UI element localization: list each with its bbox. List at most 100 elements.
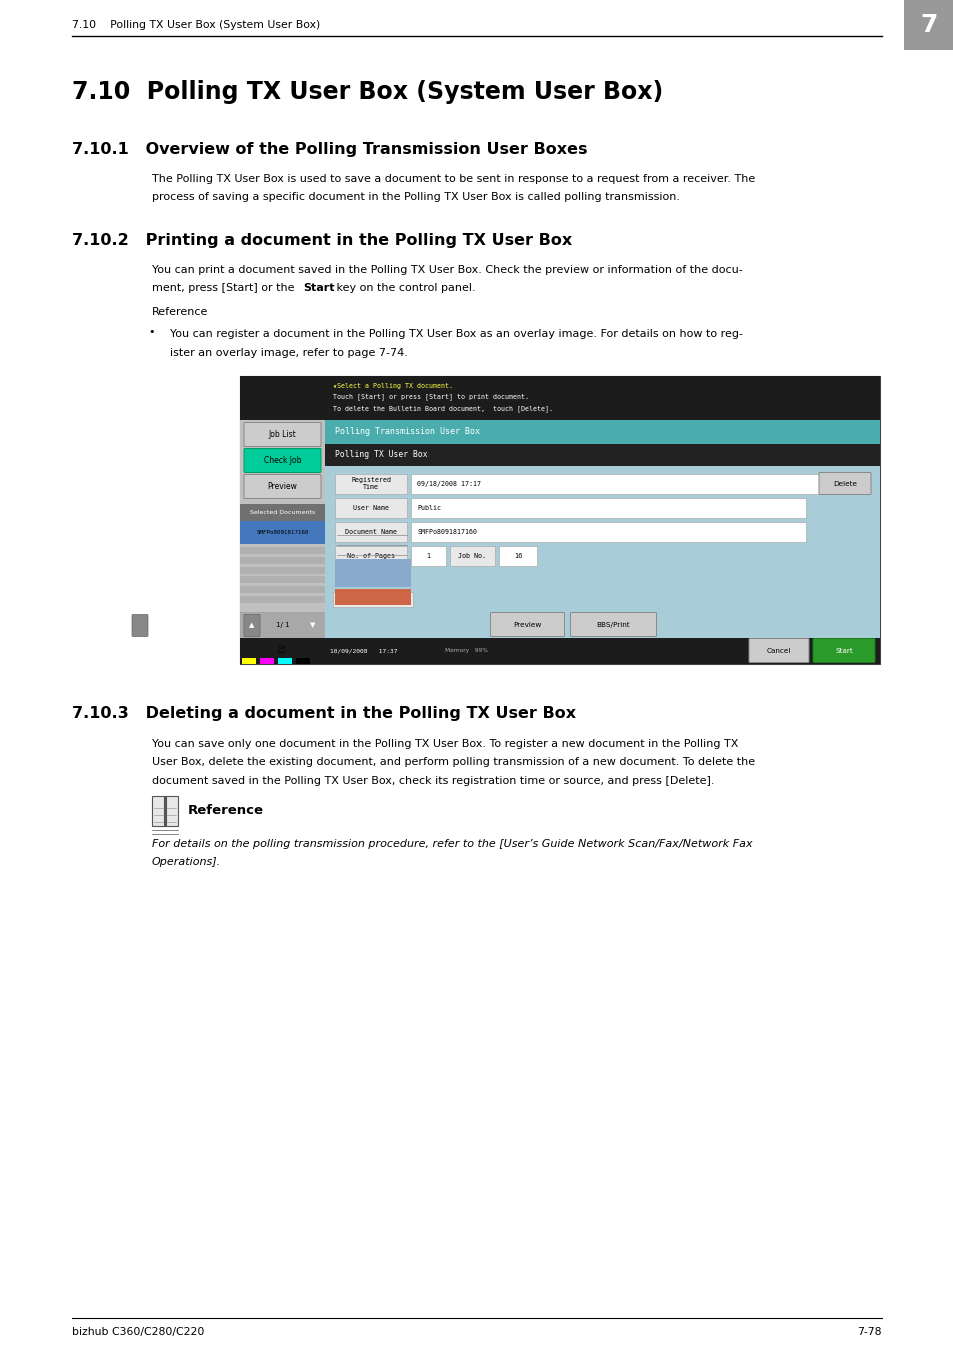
Bar	[240, 375, 879, 663]
Text: To delete the Bulletin Board document,  touch [Delete].: To delete the Bulletin Board document, t…	[333, 405, 553, 412]
Text: Registered
Time: Registered Time	[351, 478, 391, 490]
Text: Job List: Job List	[269, 431, 296, 439]
FancyBboxPatch shape	[244, 423, 320, 447]
Text: The Polling TX User Box is used to save a document to be sent in response to a r: The Polling TX User Box is used to save …	[152, 174, 755, 184]
FancyBboxPatch shape	[570, 613, 656, 636]
Bar	[335, 521, 407, 541]
FancyBboxPatch shape	[244, 474, 320, 498]
Text: 7-78: 7-78	[857, 1327, 882, 1336]
Text: 7: 7	[920, 14, 937, 36]
Text: Reference: Reference	[188, 805, 264, 817]
Bar	[333, 591, 413, 606]
Bar	[240, 375, 325, 663]
Text: Delete: Delete	[832, 481, 856, 486]
Bar	[240, 521, 325, 544]
Text: You can print a document saved in the Polling TX User Box. Check the preview or : You can print a document saved in the Po…	[152, 265, 742, 274]
Text: 16: 16	[514, 552, 521, 559]
Text: ★Select a Polling TX document.: ★Select a Polling TX document.	[333, 382, 453, 389]
Text: De-
tail: De- tail	[277, 644, 288, 655]
Text: Preview: Preview	[267, 482, 297, 491]
Text: Polling Transmission User Box: Polling Transmission User Box	[335, 427, 479, 436]
Bar	[450, 545, 495, 566]
Text: Touch [Start] or press [Start] to print document.: Touch [Start] or press [Start] to print …	[333, 393, 529, 400]
Text: •: •	[148, 327, 154, 338]
Text: BBS/Print: BBS/Print	[596, 621, 630, 628]
Bar	[325, 420, 879, 444]
Text: Operations].: Operations].	[152, 857, 221, 867]
Text: Cancel: Cancel	[766, 648, 790, 653]
Bar	[335, 559, 411, 586]
FancyBboxPatch shape	[244, 614, 260, 636]
Bar	[498, 545, 537, 566]
Bar	[411, 498, 805, 517]
Bar	[152, 795, 164, 825]
Bar	[411, 521, 805, 541]
Text: ister an overlay image, refer to page 7-74.: ister an overlay image, refer to page 7-…	[170, 347, 408, 358]
Text: No. of Pages: No. of Pages	[347, 552, 395, 559]
Text: Start: Start	[834, 648, 852, 653]
Text: SMFPo8091817160: SMFPo8091817160	[416, 528, 476, 535]
Bar	[335, 545, 407, 566]
FancyBboxPatch shape	[818, 472, 870, 494]
Text: Polling TX User Box: Polling TX User Box	[335, 450, 427, 459]
FancyBboxPatch shape	[812, 639, 874, 663]
Text: bizhub C360/C280/C220: bizhub C360/C280/C220	[71, 1327, 204, 1336]
Text: Job No.: Job No.	[458, 552, 486, 559]
FancyBboxPatch shape	[244, 448, 320, 472]
Text: 1: 1	[426, 552, 430, 559]
Text: ▼: ▼	[310, 622, 315, 629]
Bar	[240, 547, 325, 553]
Bar	[411, 545, 446, 566]
Bar	[240, 504, 325, 521]
FancyBboxPatch shape	[490, 613, 564, 636]
Text: You can save only one document in the Polling TX User Box. To register a new doc: You can save only one document in the Po…	[152, 738, 738, 748]
Bar	[240, 586, 325, 594]
Bar	[411, 474, 862, 494]
Bar	[240, 556, 325, 563]
Text: ment, press [Start] or the: ment, press [Start] or the	[152, 284, 297, 293]
Text: Public: Public	[416, 505, 440, 510]
FancyBboxPatch shape	[244, 639, 320, 660]
Text: User Name: User Name	[353, 505, 389, 510]
Text: Selected Documents: Selected Documents	[250, 510, 314, 514]
Text: 10/09/2008   17:37: 10/09/2008 17:37	[330, 648, 397, 653]
Text: Document Name: Document Name	[345, 528, 396, 535]
Bar	[335, 498, 407, 517]
FancyBboxPatch shape	[132, 614, 148, 636]
Bar	[166, 795, 178, 825]
Bar	[240, 576, 325, 583]
Text: 7.10    Polling TX User Box (System User Box): 7.10 Polling TX User Box (System User Bo…	[71, 20, 320, 30]
FancyBboxPatch shape	[748, 639, 808, 663]
Bar	[903, 0, 953, 50]
Bar	[325, 420, 879, 663]
Text: 7.10.3   Deleting a document in the Polling TX User Box: 7.10.3 Deleting a document in the Pollin…	[71, 706, 576, 721]
Bar	[240, 597, 325, 603]
Text: 7.10.1   Overview of the Polling Transmission User Boxes: 7.10.1 Overview of the Polling Transmiss…	[71, 142, 587, 157]
Text: document saved in the Polling TX User Box, check its registration time or source: document saved in the Polling TX User Bo…	[152, 775, 714, 786]
Bar	[240, 612, 325, 637]
Bar	[335, 589, 411, 605]
Text: You can register a document in the Polling TX User Box as an overlay image. For : You can register a document in the Polli…	[170, 329, 742, 339]
Text: Check Job: Check Job	[263, 456, 301, 464]
Text: Memory   99%: Memory 99%	[444, 648, 488, 653]
Text: 09/18/2008 17:17: 09/18/2008 17:17	[416, 481, 480, 486]
Bar	[260, 657, 274, 663]
Bar	[240, 567, 325, 574]
Text: ▲: ▲	[249, 622, 254, 629]
Bar	[277, 657, 292, 663]
Text: 7.10.2   Printing a document in the Polling TX User Box: 7.10.2 Printing a document in the Pollin…	[71, 232, 572, 247]
Text: key on the control panel.: key on the control panel.	[333, 284, 475, 293]
Text: For details on the polling transmission procedure, refer to the [User’s Guide Ne: For details on the polling transmission …	[152, 838, 752, 849]
Text: process of saving a specific document in the Polling TX User Box is called polli: process of saving a specific document in…	[152, 193, 679, 202]
Text: Reference: Reference	[152, 306, 208, 317]
Bar	[240, 375, 879, 420]
Text: 7.10  Polling TX User Box (System User Box): 7.10 Polling TX User Box (System User Bo…	[71, 80, 662, 104]
Bar	[295, 657, 310, 663]
Bar	[335, 474, 407, 494]
Text: 1/ 1: 1/ 1	[275, 621, 289, 628]
Bar	[240, 637, 879, 663]
Text: Start: Start	[303, 284, 335, 293]
Bar	[325, 444, 879, 466]
Bar	[242, 657, 255, 663]
Text: User Box, delete the existing document, and perform polling transmission of a ne: User Box, delete the existing document, …	[152, 757, 755, 767]
